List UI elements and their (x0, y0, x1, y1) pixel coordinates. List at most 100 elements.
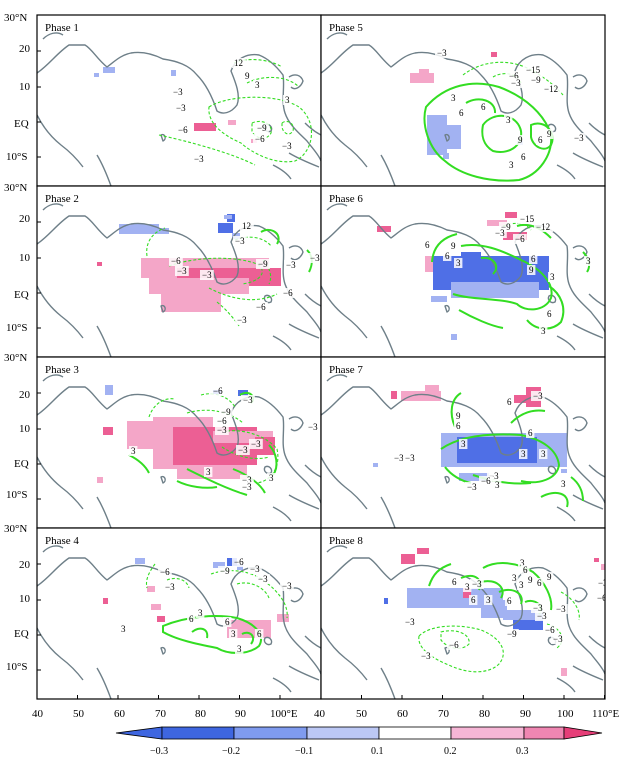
shaded-cell (407, 588, 503, 608)
shaded-cell (151, 604, 161, 610)
lat-label-10: 10 (19, 593, 31, 605)
contour-negative (221, 446, 270, 460)
colorbar-seg-pos01 (450, 726, 525, 740)
shaded-cell (417, 548, 429, 554)
shaded-cell (451, 334, 457, 340)
lat-label-10s: 10°S (6, 661, 28, 673)
contour-negative (145, 563, 156, 589)
shaded-cell (127, 421, 153, 449)
lon-label-40: 40 (32, 708, 44, 720)
shaded-cell (194, 123, 216, 131)
contour-label: 9 (528, 575, 533, 585)
contour-label: −3 (574, 133, 584, 143)
contour-label: −9 (257, 123, 267, 133)
shaded-cell (503, 610, 543, 620)
shaded-cell (443, 153, 449, 159)
lon-label-100: 100 (557, 708, 574, 720)
lon-label-70: 70 (438, 708, 450, 720)
contour-positive (570, 476, 584, 502)
contour-label: −3 (421, 651, 431, 661)
contour-label: −3 (243, 395, 253, 405)
shaded-cell (213, 562, 225, 568)
contour-positive (440, 433, 561, 484)
contour-label: −6 (256, 302, 266, 312)
contour-positive (530, 122, 554, 150)
contour-label: 9 (451, 241, 456, 251)
contour-label: −3 (495, 228, 505, 238)
lat-label-20: 20 (19, 559, 31, 571)
colorbar-label-neg01: −0.1 (295, 746, 313, 757)
contour-label: −6 (213, 386, 223, 396)
colorbar-label-pos01: 0.1 (371, 746, 384, 757)
contour-label: 3 (509, 160, 514, 170)
lon-label-90: 90 (520, 708, 532, 720)
contour-label: −3 (242, 482, 252, 492)
lon-label-40: 40 (314, 708, 326, 720)
contour-label: 3 (451, 93, 456, 103)
shaded-cell (105, 385, 113, 395)
colorbar-label-neg03: −0.3 (150, 746, 168, 757)
contour-negative (166, 577, 190, 589)
contour-negative (148, 398, 176, 418)
lat-label-eq: EQ (14, 289, 29, 301)
contour-label: 6 (507, 596, 512, 606)
contour-label: 3 (506, 115, 511, 125)
contour-label: −3 (405, 453, 415, 463)
contour-positive (526, 285, 565, 330)
contour-label: −3 (467, 482, 477, 492)
contour-label: 3 (495, 480, 500, 490)
contour-label: 3 (461, 439, 466, 449)
panel-title: Phase 5 (329, 22, 363, 34)
contour-label: −3 (250, 564, 260, 574)
contour-label: 3 (541, 326, 546, 336)
contour-label: −6 (515, 234, 525, 244)
contour-label: 3 (521, 449, 526, 459)
contour-negative (234, 236, 272, 247)
latitude-labels: 30°N 20 10 EQ 10°S 30°N 20 10 EQ 10°S 30… (4, 12, 31, 673)
shaded-cell (97, 262, 102, 266)
contour-label: −3 (194, 154, 204, 164)
shaded-cell (135, 558, 145, 564)
shaded-cell (103, 427, 113, 435)
contour-label: −3 (394, 453, 404, 463)
contour-label: 3 (206, 467, 211, 477)
contour-label: −9 (507, 629, 517, 639)
contour-negative (440, 630, 470, 649)
contour-label: 6 (225, 617, 230, 627)
contour-positive (128, 454, 150, 474)
contour-label: −3 (238, 445, 248, 455)
panel-title: Phase 6 (329, 193, 363, 205)
contour-label: 3 (486, 595, 491, 605)
panel-title: Phase 2 (45, 193, 79, 205)
shaded-cell (410, 73, 434, 83)
lat-label-10: 10 (19, 423, 31, 435)
contour-label: 6 (481, 102, 486, 112)
contour-label: 9 (529, 265, 534, 275)
lon-label-80: 80 (479, 708, 491, 720)
contour-negative (281, 120, 294, 135)
lat-label-10s: 10°S (6, 151, 28, 163)
contour-negative (208, 96, 313, 163)
lon-label-110e: 110°E (592, 708, 619, 720)
lon-label-70: 70 (155, 708, 167, 720)
contour-label: −12 (536, 222, 550, 232)
contour-negative (168, 257, 263, 285)
contour-label: −3 (177, 266, 187, 276)
contour-label: 6 (452, 577, 457, 587)
contour-label: −3 (472, 579, 482, 589)
lat-label-10s: 10°S (6, 489, 28, 501)
shaded-cell (149, 278, 249, 294)
contour-positive (450, 392, 462, 428)
shaded-cell (119, 224, 159, 234)
contour-positive (191, 627, 209, 639)
shaded-cell (451, 282, 539, 298)
contour-positive (510, 409, 546, 424)
shaded-cell (447, 125, 461, 149)
colorbar-label-pos03: 0.3 (516, 746, 529, 757)
contour-label: 6 (189, 614, 194, 624)
lat-label-30n: 30°N (4, 523, 27, 535)
